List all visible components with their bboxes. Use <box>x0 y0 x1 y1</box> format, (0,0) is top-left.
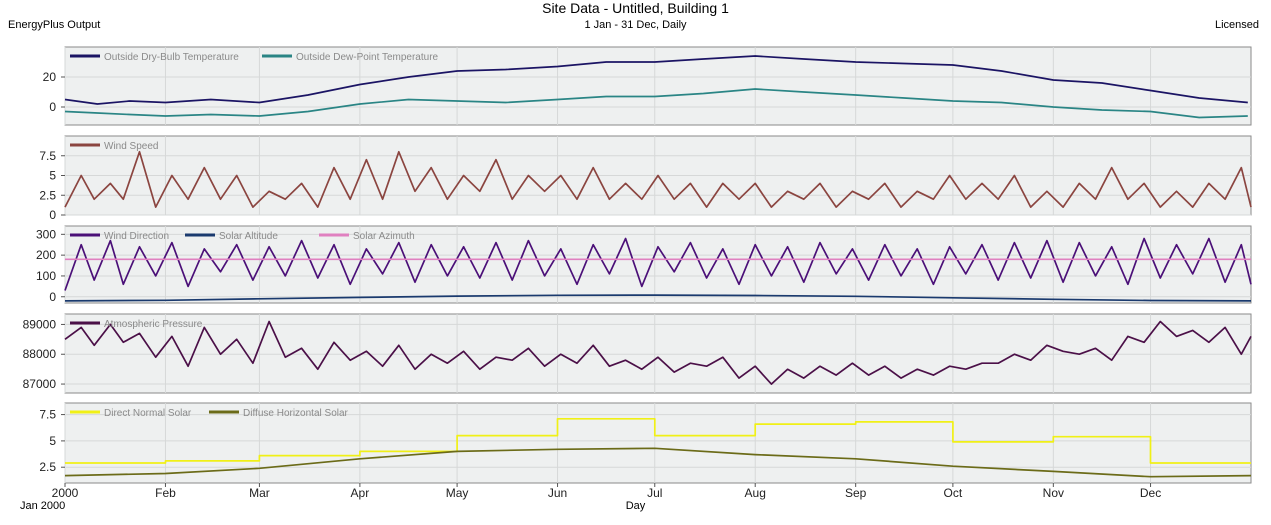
y-tick-label: 100 <box>36 269 56 283</box>
y-tick-label: 89000 <box>23 317 57 331</box>
x-tick-label: Nov <box>1043 486 1064 500</box>
legend-label: Solar Azimuth <box>353 231 415 242</box>
y-tick-label: 0 <box>49 208 56 222</box>
series-line-solar-altitude <box>64 294 1252 302</box>
series-line-outside-dry-bulb-temperature <box>64 55 1248 105</box>
license-label: Licensed <box>1214 19 1259 31</box>
x-tick-label: May <box>446 486 469 500</box>
y-tick-label: 0 <box>49 290 56 304</box>
series-line-wind-speed <box>64 150 1252 208</box>
chart-panel-1: 0 20 Outside Dry-Bulb Temperature Outside D… <box>43 46 1252 126</box>
series-line-direct-normal-solar <box>65 417 1251 464</box>
y-tick-label: 20 <box>43 70 57 84</box>
series-line-atmospheric-pressure <box>64 320 1252 385</box>
y-tick-label: 7.5 <box>39 149 56 163</box>
legend-label: Diffuse Horizontal Solar <box>243 408 349 419</box>
x-tick-label: Jul <box>647 486 662 500</box>
legend-label: Direct Normal Solar <box>104 408 192 419</box>
y-tick-label: 7.5 <box>39 408 56 422</box>
chart-panel-5: 2.5 5 7.5 Direct Normal Solar Diffuse Horizo… <box>39 402 1252 484</box>
x-period-label: Jan 2000 <box>20 500 66 512</box>
legend-label: Outside Dew-Point Temperature <box>296 52 439 63</box>
y-tick-label: 300 <box>36 227 56 241</box>
series-line-outside-dew-point-temperature <box>64 88 1248 119</box>
panel-background <box>64 46 1252 126</box>
y-tick-label: 88000 <box>23 347 57 361</box>
y-tick-label: 5 <box>49 434 56 448</box>
y-tick-label: 2.5 <box>39 188 56 202</box>
x-tick-label: Feb <box>155 486 176 500</box>
legend-label: Outside Dry-Bulb Temperature <box>104 52 239 63</box>
x-tick-label: Aug <box>745 486 766 500</box>
y-tick-label: 0 <box>49 100 56 114</box>
chart-panel-3: 0 100 200 300 Wind Direction Solar Altitude So… <box>36 225 1252 304</box>
chart-panel-4: 87000 88000 89000 Atmospheric Pressure <box>23 313 1252 394</box>
chart-panel-2: 0 2.5 5 7.5 Wind Speed <box>39 135 1252 222</box>
y-tick-label: 200 <box>36 248 56 262</box>
x-tick-label: Apr <box>351 486 370 500</box>
x-tick-label: Mar <box>249 486 270 500</box>
x-axis-label: Day <box>625 500 646 512</box>
legend-label: Wind Speed <box>104 141 158 152</box>
source-label: EnergyPlus Output <box>8 19 101 31</box>
x-tick-label: Oct <box>944 486 963 500</box>
chart-title: Site Data - Untitled, Building 1 <box>542 0 729 16</box>
x-tick-label: Sep <box>845 486 867 500</box>
legend-label: Wind Direction <box>104 231 169 242</box>
legend-label: Atmospheric Pressure <box>104 319 203 330</box>
date-range-subtitle: 1 Jan - 31 Dec, Daily <box>584 19 687 31</box>
y-tick-label: 5 <box>49 169 56 183</box>
series-line-diffuse-horizontal-solar <box>64 447 1252 478</box>
series-line-wind-direction <box>64 237 1252 291</box>
legend-label: Solar Altitude <box>219 231 278 242</box>
x-tick-label: Dec <box>1140 486 1161 500</box>
x-tick-label: Jun <box>548 486 567 500</box>
x-tick-label: 2000 <box>52 486 79 500</box>
y-tick-label: 2.5 <box>39 460 56 474</box>
y-tick-label: 87000 <box>23 377 57 391</box>
